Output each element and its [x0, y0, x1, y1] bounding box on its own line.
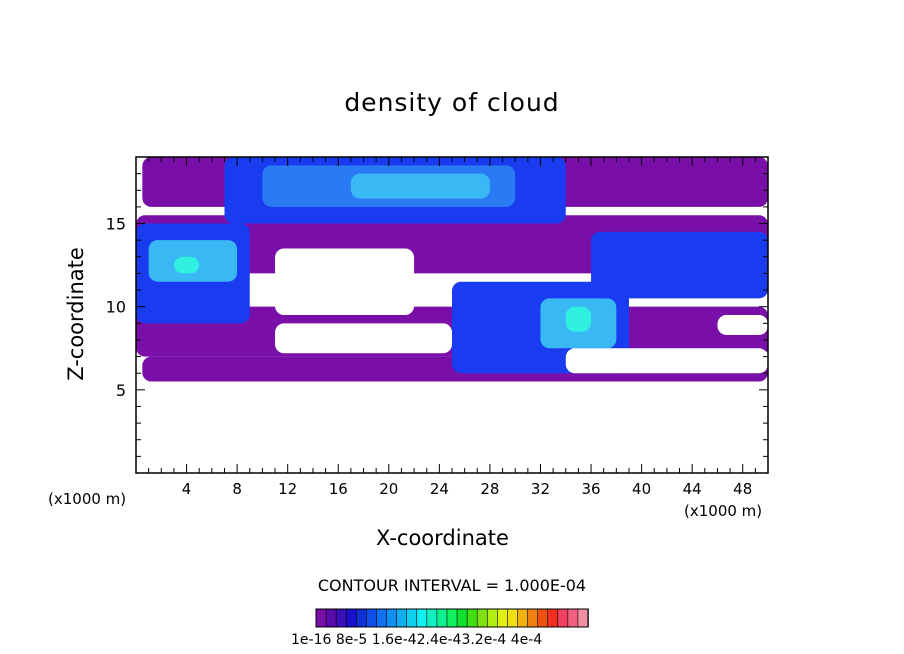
colorbar-swatch-4 — [355, 608, 368, 628]
colorbar-swatch-0 — [315, 608, 327, 628]
clear-clear-gap-lower — [275, 323, 452, 354]
colorbar-swatch-16 — [476, 608, 489, 628]
colorbar-swatch-23 — [547, 608, 559, 628]
x-tick-label-28: 28 — [480, 480, 499, 498]
colorbar-swatch-8 — [396, 608, 408, 628]
x-unit-right-label: (x1000 m) — [684, 502, 763, 520]
colorbar-swatch-9 — [406, 608, 418, 628]
x-tick-label-16: 16 — [329, 480, 348, 498]
clear-clear-gap-right — [717, 315, 768, 335]
colorbar-swatch-26 — [577, 608, 589, 628]
x-tick-label-4: 4 — [182, 480, 192, 498]
colorbar-swatch-19 — [507, 608, 519, 628]
colorbar-swatch-5 — [366, 608, 378, 628]
x-tick-label-12: 12 — [278, 480, 297, 498]
colorbar-swatch-22 — [537, 608, 549, 628]
clear-clear-gap-right-low — [565, 348, 768, 374]
x-tick-label-48: 48 — [733, 480, 752, 498]
colorbar-swatch-25 — [567, 608, 579, 628]
colorbar-swatch-10 — [416, 608, 428, 628]
colorbar-swatch-6 — [376, 608, 388, 628]
clear-clear-below-cloud — [136, 381, 768, 473]
colorbar-swatch-2 — [335, 608, 348, 628]
clear-clear-gap-upper — [275, 248, 415, 315]
colorbar-swatch-14 — [456, 608, 468, 628]
contour-interval-label: CONTOUR INTERVAL = 1.000E-04 — [317, 576, 587, 595]
region-right-tail — [591, 231, 768, 299]
x-tick-label-36: 36 — [581, 480, 600, 498]
colorbar-labels: 1e-16 8e-5 1.6e-42.4e-43.2e-4 4e-4 — [291, 632, 543, 648]
colorbar-swatch-3 — [345, 608, 358, 628]
y-axis-label: Z-coordinate — [64, 247, 88, 381]
colorbar-swatch-21 — [527, 608, 539, 628]
colorbar-swatch-13 — [446, 608, 458, 628]
x-tick-label-44: 44 — [683, 480, 702, 498]
x-tick-label-20: 20 — [379, 480, 398, 498]
colorbar-swatch-7 — [386, 608, 398, 628]
region-upper-core-peak — [350, 173, 490, 199]
x-unit-left-label: (x1000 m) — [48, 490, 127, 508]
colorbar-swatch-24 — [557, 608, 569, 628]
colorbar-swatch-18 — [497, 608, 509, 628]
region-left-cell-peak — [173, 256, 200, 274]
x-tick-label-8: 8 — [232, 480, 242, 498]
chart-title: density of cloud — [344, 88, 560, 117]
colorbar-swatch-11 — [426, 608, 438, 628]
y-tick-label-5: 5 — [116, 381, 126, 400]
x-tick-label-24: 24 — [430, 480, 449, 498]
x-axis-label: X-coordinate — [376, 526, 509, 550]
x-tick-label-40: 40 — [632, 480, 651, 498]
colorbar-swatch-20 — [517, 608, 529, 628]
y-tick-label-10: 10 — [106, 298, 126, 317]
heatmap-regions — [136, 157, 768, 473]
x-tick-label-32: 32 — [531, 480, 550, 498]
colorbar-frame — [315, 608, 589, 628]
region-central-cell-peak — [565, 306, 592, 332]
y-tick-label-15: 15 — [106, 215, 126, 234]
colorbar-swatch-1 — [325, 608, 337, 628]
colorbar-swatch-17 — [486, 608, 499, 628]
colorbar-swatch-12 — [436, 608, 448, 628]
colorbar-swatch-15 — [466, 608, 478, 628]
